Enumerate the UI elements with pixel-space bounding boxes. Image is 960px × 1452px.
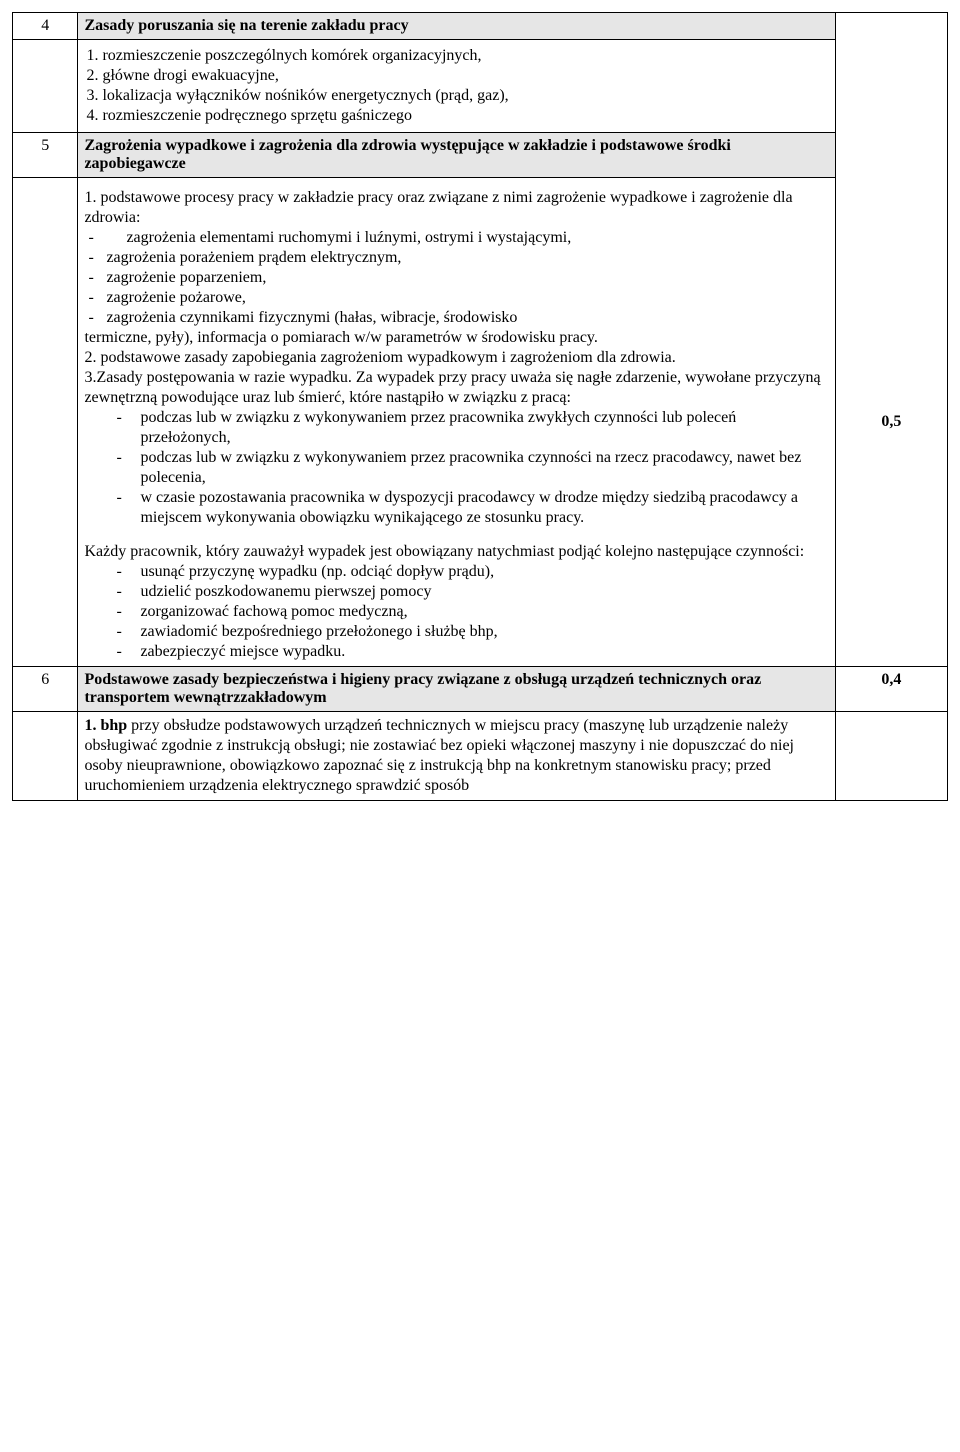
section-title: Podstawowe zasady bezpieczeństwa i higie…: [78, 667, 835, 712]
value-cell-empty: [835, 13, 947, 40]
list-item: zagrożenia porażeniem prądem elektryczny…: [106, 248, 828, 268]
dash-list: usunąć przyczynę wypadku (np. odciąć dop…: [84, 562, 828, 662]
row-number: 5: [13, 133, 78, 178]
list-item: zawiadomić bezpośredniego przełożonego i…: [140, 622, 828, 642]
row-number-empty: [13, 178, 78, 667]
list-item: lokalizacja wyłączników nośników energet…: [102, 86, 828, 106]
list-item: zabezpieczyć miejsce wypadku.: [140, 642, 828, 662]
list-item: rozmieszczenie poszczególnych komórek or…: [102, 46, 828, 66]
row-number: 6: [13, 667, 78, 712]
value-cell-empty: [835, 712, 947, 801]
paragraph-text: przy obsłudze podstawowych urządzeń tech…: [84, 717, 794, 794]
paragraph: Każdy pracownik, który zauważył wypadek …: [84, 542, 828, 562]
list-item: w czasie pozostawania pracownika w dyspo…: [140, 488, 828, 528]
table-row: 5 Zagrożenia wypadkowe i zagrożenia dla …: [13, 133, 948, 178]
paragraph: termiczne, pyły), informacja o pomiarach…: [84, 328, 828, 348]
table-row: 1. podstawowe procesy pracy w zakładzie …: [13, 178, 948, 667]
bold-lead: 1. bhp: [84, 717, 127, 734]
row-number-empty: [13, 712, 78, 801]
table-row: rozmieszczenie poszczególnych komórek or…: [13, 40, 948, 133]
value-cell: 0,5: [835, 178, 947, 667]
value-cell-empty: [835, 133, 947, 178]
list-item: zagrożenie pożarowe,: [106, 288, 828, 308]
table-row: 4 Zasady poruszania się na terenie zakła…: [13, 13, 948, 40]
ordered-list: rozmieszczenie poszczególnych komórek or…: [84, 46, 828, 126]
section-body: 1. podstawowe procesy pracy w zakładzie …: [78, 178, 835, 667]
list-item: podczas lub w związku z wykonywaniem prz…: [140, 448, 828, 488]
list-item: główne drogi ewakuacyjne,: [102, 66, 828, 86]
dash-list: podczas lub w związku z wykonywaniem prz…: [84, 408, 828, 528]
list-item: podczas lub w związku z wykonywaniem prz…: [140, 408, 828, 448]
section-title: Zasady poruszania się na terenie zakładu…: [78, 13, 835, 40]
table-row: 6 Podstawowe zasady bezpieczeństwa i hig…: [13, 667, 948, 712]
list-item: udzielić poszkodowanemu pierwszej pomocy: [140, 582, 828, 602]
dash-list: zagrożenia elementami ruchomymi i luźnym…: [84, 228, 828, 328]
list-item: usunąć przyczynę wypadku (np. odciąć dop…: [140, 562, 828, 582]
list-item: zagrożenia czynnikami fizycznymi (hałas,…: [106, 308, 828, 328]
section-body: 1. bhp przy obsłudze podstawowych urządz…: [78, 712, 835, 801]
section-body: rozmieszczenie poszczególnych komórek or…: [78, 40, 835, 133]
row-number-empty: [13, 40, 78, 133]
paragraph: 2. podstawowe zasady zapobiegania zagroż…: [84, 348, 828, 368]
list-item: zorganizować fachową pomoc medyczną,: [140, 602, 828, 622]
table-row: 1. bhp przy obsłudze podstawowych urządz…: [13, 712, 948, 801]
syllabus-table: 4 Zasady poruszania się na terenie zakła…: [12, 12, 948, 801]
value-cell-empty: [835, 40, 947, 133]
list-item: zagrożenia elementami ruchomymi i luźnym…: [106, 228, 828, 248]
paragraph: 3.Zasady postępowania w razie wypadku. Z…: [84, 368, 828, 408]
value-cell: 0,4: [835, 667, 947, 712]
row-number: 4: [13, 13, 78, 40]
section-title: Zagrożenia wypadkowe i zagrożenia dla zd…: [78, 133, 835, 178]
list-item: zagrożenie poparzeniem,: [106, 268, 828, 288]
list-item: rozmieszczenie podręcznego sprzętu gaśni…: [102, 106, 828, 126]
paragraph: 1. podstawowe procesy pracy w zakładzie …: [84, 188, 828, 228]
